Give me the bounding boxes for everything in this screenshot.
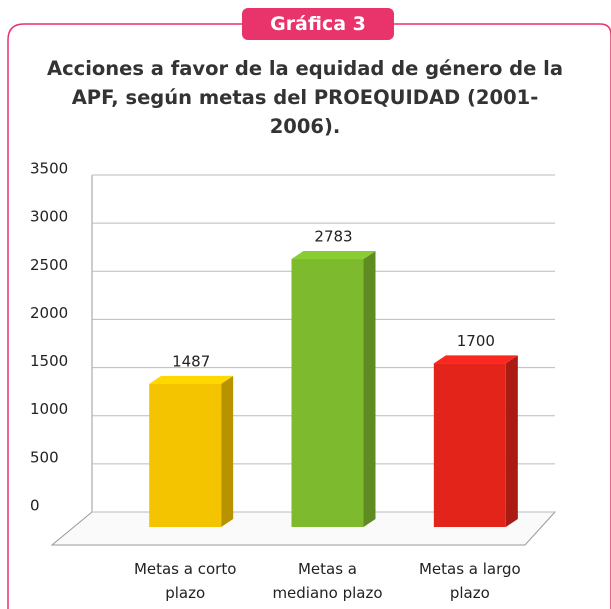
value-label: 1487 (172, 352, 210, 370)
bar-side (221, 375, 234, 527)
value-label: 1700 (457, 332, 495, 350)
value-label: 2783 (314, 228, 352, 246)
chart-title: Acciones a favor de la equidad de género… (47, 57, 563, 138)
bar (291, 259, 364, 527)
y-tick-label: 500 (30, 448, 59, 466)
y-tick-label: 1000 (30, 400, 68, 418)
bar-top (149, 375, 234, 384)
x-tick-label: Metas a largo plazo (418, 560, 521, 602)
y-tick-label: 0 (30, 497, 40, 515)
x-tick-label: Metas a mediano plazo (272, 560, 383, 602)
badge: Gráfica 3 (242, 8, 394, 40)
bar-top (433, 355, 518, 364)
bar (149, 383, 222, 527)
bar-top (291, 251, 376, 260)
y-tick-label: 3500 (30, 160, 68, 178)
x-tick-label: Metas a corto plazo (133, 560, 237, 602)
y-tick-label: 1500 (30, 352, 68, 370)
bar-side (363, 251, 376, 527)
plot: 0 500 1000 1500 2000 2500 3000 3500 1487 2783 1700 (30, 160, 557, 546)
y-tick-label: 3000 (30, 208, 68, 226)
y-tick-label: 2500 (30, 256, 68, 274)
bar-side (505, 355, 518, 527)
bar (433, 363, 506, 527)
y-tick-label: 2000 (30, 304, 68, 322)
